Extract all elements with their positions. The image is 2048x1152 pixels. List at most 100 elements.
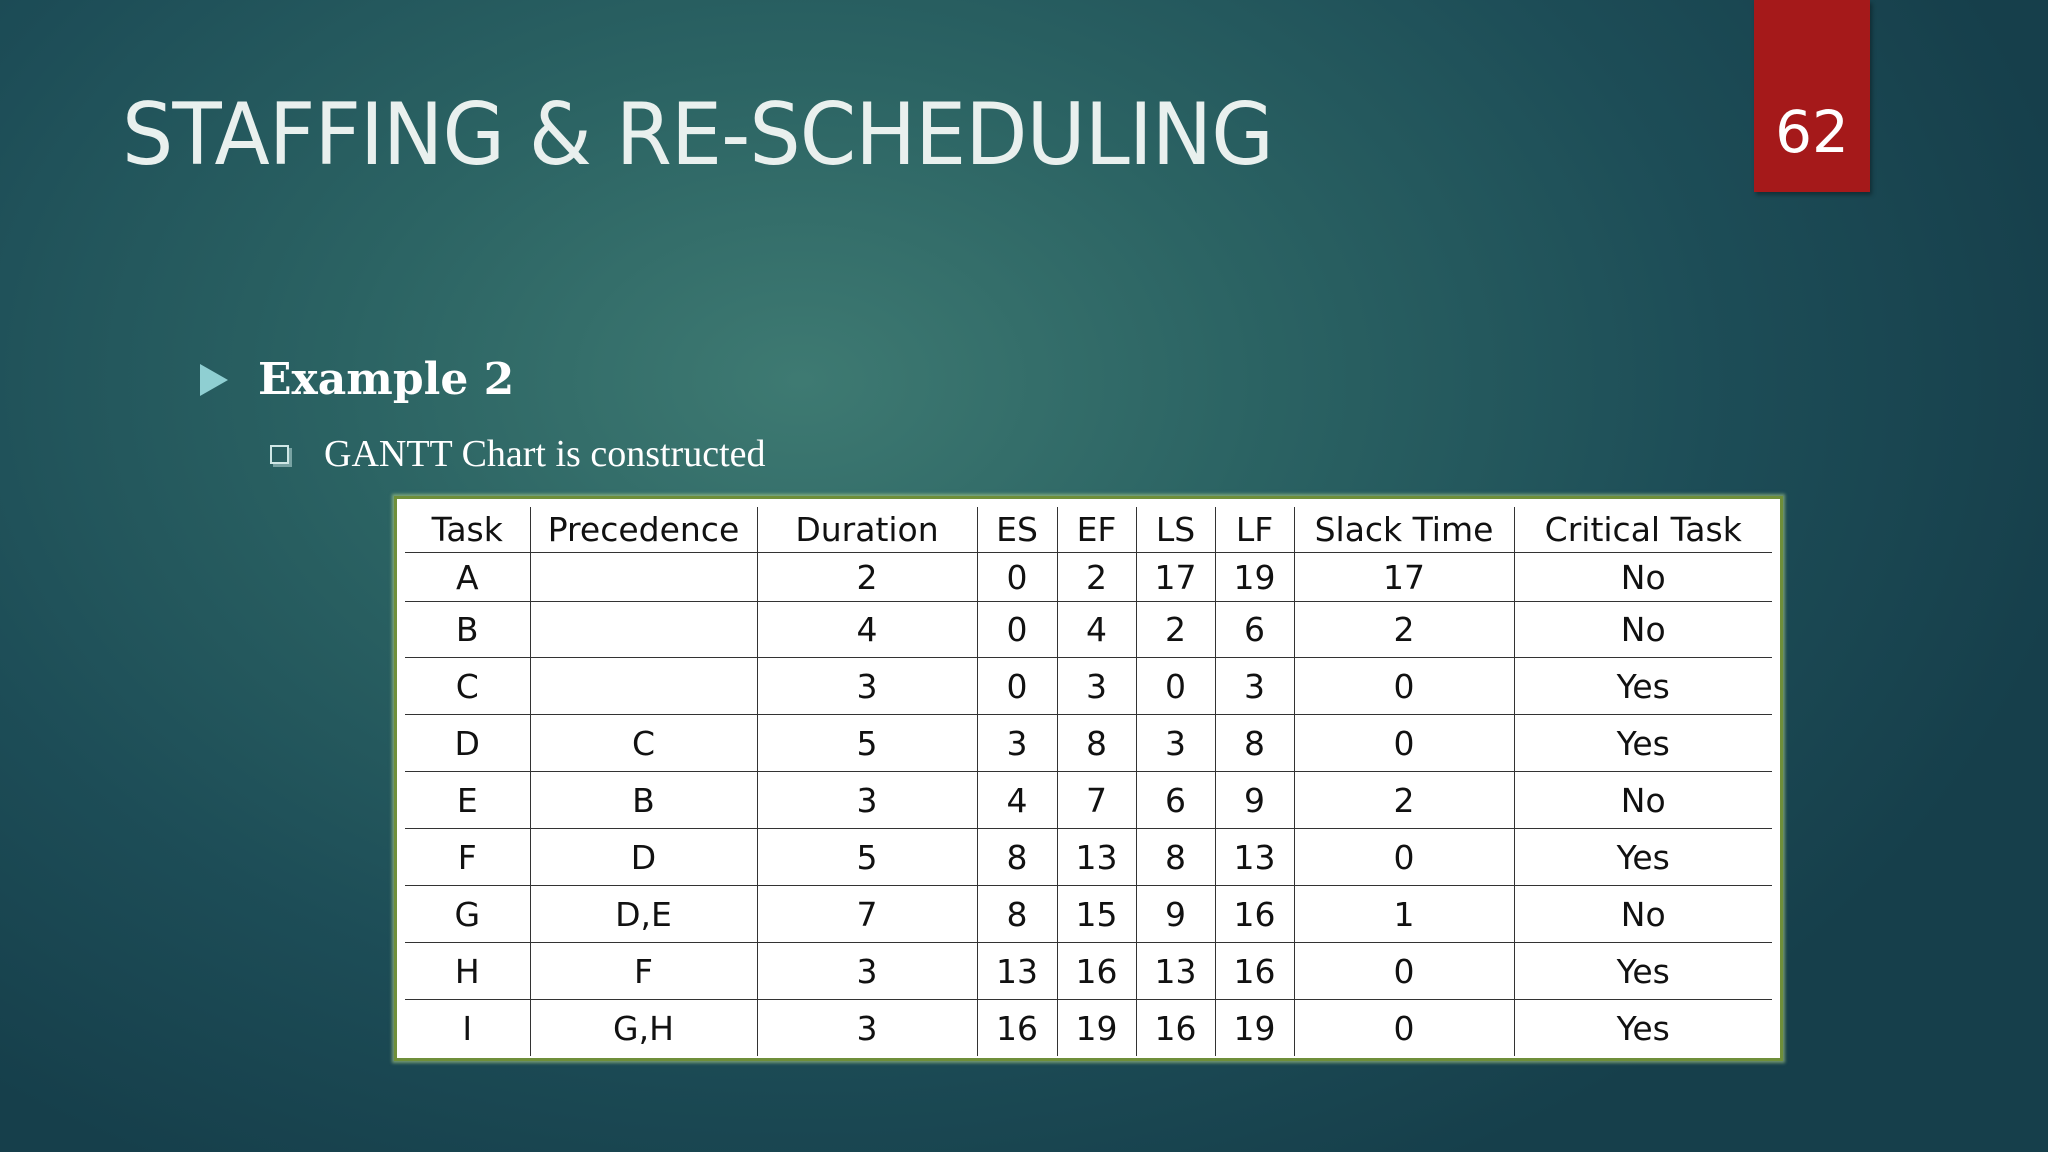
table-row: B 4 0 4 2 6 2 No [405, 601, 1772, 658]
table-cell: 13 [1056, 828, 1136, 886]
table-cell: 5 [756, 828, 977, 886]
table-cell: 0 [976, 552, 1057, 602]
table-cell: No [1513, 601, 1772, 658]
table-row: A 2 0 2 17 19 17 No [405, 552, 1772, 602]
table-cell: Yes [1513, 999, 1772, 1056]
table-cell: 0 [976, 657, 1057, 715]
table-cell: F [529, 942, 757, 1000]
table-cell: 3 [756, 999, 977, 1056]
table-cell: C [529, 714, 757, 772]
table-cell: G,H [529, 999, 757, 1056]
sub-bullet: GANTT Chart is constructed [270, 432, 766, 476]
page-number-tab: 62 [1754, 0, 1870, 192]
gantt-table: Task Precedence Duration ES EF LS LF Sla… [405, 507, 1772, 1056]
table-cell [529, 601, 757, 658]
table-cell: 15 [1056, 885, 1136, 943]
table-cell: 3 [976, 714, 1057, 772]
sub-bullet-text: GANTT Chart is constructed [324, 433, 766, 475]
table-cell: I [462, 1008, 473, 1048]
table-cell: 19 [1056, 999, 1136, 1056]
table-cell: 8 [976, 885, 1057, 943]
table-cell: 16 [1214, 885, 1294, 943]
table-cell: 17 [1293, 552, 1514, 602]
table-cell: 3 [1135, 714, 1215, 772]
header-cell: Task [405, 507, 530, 553]
table-header-row: Task Precedence Duration ES EF LS LF Sla… [405, 507, 1772, 553]
page-number: 62 [1775, 98, 1849, 166]
table-cell: 19 [1214, 999, 1294, 1056]
table-cell: 2 [1135, 601, 1215, 658]
table-cell: F [405, 828, 530, 886]
table-cell: 3 [756, 942, 977, 1000]
table-cell: 4 [756, 601, 977, 658]
table-cell: Yes [1513, 657, 1772, 715]
table-row: E B 3 4 7 6 9 2 No [405, 771, 1772, 829]
table-body: A 2 0 2 17 19 17 No B 4 0 4 2 6 2 No C 3 0 3 0 3 0 Yes D C 5 3 8 3 8 0 Y… [405, 552, 1772, 1056]
table-cell: 3 [1214, 657, 1294, 715]
table-row: I G,H 3 16 19 16 19 0 Yes [405, 999, 1772, 1056]
table-cell: 16 [1214, 942, 1294, 1000]
table-cell: 7 [1056, 771, 1136, 829]
table-cell: 8 [1135, 828, 1215, 886]
table-cell: 13 [1135, 942, 1215, 1000]
table-cell: 6 [1214, 601, 1294, 658]
table-row: G D,E 7 8 15 9 16 1 No [405, 885, 1772, 943]
table-cell: 0 [976, 601, 1057, 658]
table-cell: No [1513, 885, 1772, 943]
header-cell: EF [1056, 507, 1136, 553]
table-cell: D [529, 828, 757, 886]
table-cell: 2 [1056, 552, 1136, 602]
table-cell: 3 [756, 657, 977, 715]
table-cell: 4 [976, 771, 1057, 829]
table-cell [529, 657, 757, 715]
header-cell: Duration [756, 507, 977, 553]
table-cell: 0 [1293, 942, 1514, 1000]
header-cell: LS [1135, 507, 1215, 553]
header-cell: Precedence [529, 507, 757, 553]
table-cell: D [405, 714, 530, 772]
header-cell: Critical Task [1513, 507, 1772, 553]
table-row: C 3 0 3 0 3 0 Yes [405, 657, 1772, 715]
table-cell: 5 [756, 714, 977, 772]
table-cell: 8 [976, 828, 1057, 886]
table-cell: 6 [1135, 771, 1215, 829]
table-cell: 3 [756, 771, 977, 829]
slide-title: STAFFING & RE-SCHEDULING [122, 85, 1274, 185]
table-cell: 4 [1056, 601, 1136, 658]
table-cell: D,E [529, 885, 757, 943]
table-cell: 16 [1135, 999, 1215, 1056]
table-cell: 0 [1293, 999, 1514, 1056]
table-cell: 0 [1293, 828, 1514, 886]
table-cell: B [529, 771, 757, 829]
table-cell: G [405, 885, 530, 943]
table-cell: 13 [976, 942, 1057, 1000]
table-cell: 2 [1293, 771, 1514, 829]
table-cell: 0 [1135, 657, 1215, 715]
table-cell: 8 [1056, 714, 1136, 772]
table-cell: A [405, 552, 530, 602]
table-row: H F 3 13 16 13 16 0 Yes [405, 942, 1772, 1000]
bullet-example: Example 2 [200, 354, 514, 405]
table-cell: H [405, 942, 530, 1000]
table-cell: E [405, 771, 530, 829]
header-cell: LF [1214, 507, 1294, 553]
table-cell: Yes [1513, 828, 1772, 886]
table-cell: 0 [1293, 714, 1514, 772]
table-cell: 0 [1293, 657, 1514, 715]
table-row: F D 5 8 13 8 13 0 Yes [405, 828, 1772, 886]
table-cell: B [405, 601, 530, 658]
table-cell: 1 [1293, 885, 1514, 943]
table-cell: 8 [1214, 714, 1294, 772]
header-cell: Slack Time [1293, 507, 1514, 553]
table-cell: 7 [756, 885, 977, 943]
table-cell: 2 [1293, 601, 1514, 658]
table-cell: 9 [1135, 885, 1215, 943]
table-cell: Yes [1513, 714, 1772, 772]
table-cell: 19 [1214, 552, 1294, 602]
square-bullet-icon [270, 444, 289, 464]
table-row: D C 5 3 8 3 8 0 Yes [405, 714, 1772, 772]
table-cell: 17 [1135, 552, 1215, 602]
table-cell [529, 552, 757, 602]
table-cell: 9 [1214, 771, 1294, 829]
